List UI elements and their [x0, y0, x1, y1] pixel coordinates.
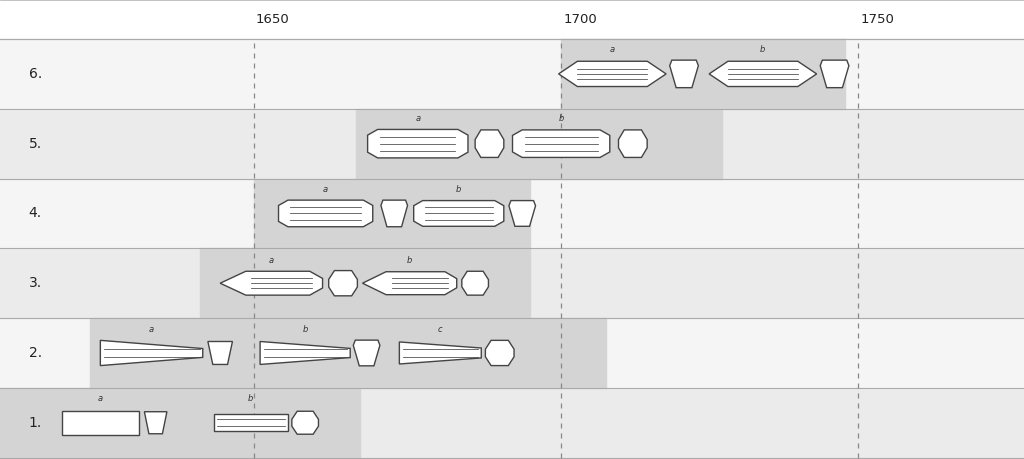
Bar — [0, 39, 1024, 109]
Polygon shape — [100, 340, 203, 365]
Text: a: a — [97, 394, 103, 403]
Bar — [200, 248, 530, 318]
Polygon shape — [513, 130, 610, 157]
Polygon shape — [329, 270, 357, 296]
Text: a: a — [148, 325, 155, 334]
Text: 2.: 2. — [29, 346, 42, 360]
Bar — [356, 109, 722, 179]
Polygon shape — [220, 271, 323, 295]
Text: 3.: 3. — [29, 276, 42, 290]
Polygon shape — [709, 62, 817, 86]
Polygon shape — [368, 129, 468, 158]
Polygon shape — [559, 62, 666, 86]
Polygon shape — [381, 200, 408, 227]
Bar — [0, 109, 1024, 179]
Text: a: a — [323, 185, 329, 194]
Polygon shape — [485, 340, 514, 365]
Text: 6.: 6. — [29, 67, 42, 81]
Text: 1.: 1. — [29, 416, 42, 430]
Polygon shape — [618, 130, 647, 157]
Polygon shape — [414, 201, 504, 226]
Bar — [62, 411, 139, 435]
Polygon shape — [362, 272, 457, 295]
Polygon shape — [670, 60, 698, 88]
Text: a: a — [415, 114, 421, 123]
Bar — [214, 414, 288, 431]
Polygon shape — [509, 201, 536, 226]
Text: 1700: 1700 — [563, 13, 597, 26]
Bar — [0, 248, 1024, 318]
Text: 1650: 1650 — [256, 13, 290, 26]
Polygon shape — [292, 411, 318, 434]
Text: a: a — [268, 256, 274, 265]
Polygon shape — [475, 130, 504, 157]
Polygon shape — [820, 60, 849, 88]
Text: c: c — [438, 325, 442, 334]
Bar — [0, 318, 1024, 388]
Polygon shape — [144, 412, 167, 434]
Text: b: b — [456, 185, 462, 194]
Bar — [90, 318, 606, 388]
Polygon shape — [399, 342, 481, 364]
Bar — [254, 179, 530, 248]
Text: 4.: 4. — [29, 207, 42, 220]
Text: b: b — [302, 325, 308, 334]
Polygon shape — [462, 271, 488, 295]
Polygon shape — [279, 200, 373, 227]
Bar — [0, 388, 360, 458]
Text: a: a — [609, 45, 615, 54]
Polygon shape — [353, 340, 380, 366]
Bar — [0, 388, 1024, 458]
Text: 5.: 5. — [29, 137, 42, 151]
Polygon shape — [208, 341, 232, 364]
Text: b: b — [248, 394, 254, 403]
Text: 1750: 1750 — [860, 13, 894, 26]
Polygon shape — [260, 341, 350, 364]
Bar — [561, 39, 845, 109]
Text: b: b — [407, 256, 413, 265]
Text: b: b — [760, 45, 766, 54]
Text: b: b — [558, 114, 564, 123]
Bar — [0, 179, 1024, 248]
